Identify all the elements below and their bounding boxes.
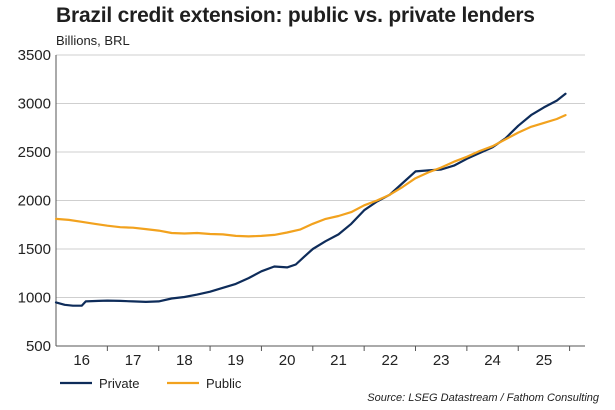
x-tick-label: 25	[536, 352, 553, 369]
y-tick-label: 2000	[18, 193, 51, 210]
axes	[55, 55, 585, 351]
series-line-private	[54, 92, 567, 307]
x-tick-label: 18	[176, 352, 193, 369]
x-tick-label: 21	[330, 352, 347, 369]
y-tick-label: 3500	[18, 47, 51, 64]
chart-subtitle: Billions, BRL	[56, 33, 130, 48]
series-line-public	[54, 114, 567, 238]
x-tick-label: 20	[279, 352, 296, 369]
chart-title: Brazil credit extension: public vs. priv…	[56, 4, 535, 27]
legend-label-private: Private	[99, 376, 139, 391]
gridlines	[56, 54, 585, 298]
source-note: Source: LSEG Datastream / Fathom Consult…	[367, 392, 599, 404]
x-tick-label: 16	[73, 352, 90, 369]
y-tick-label: 3000	[18, 96, 51, 113]
series-lines	[54, 92, 567, 307]
x-tick-label: 24	[484, 352, 501, 369]
y-tick-label: 1500	[18, 241, 51, 258]
x-tick-label: 23	[433, 352, 450, 369]
y-tick-label: 2500	[18, 144, 51, 161]
x-axis-ticks: 16 17 18 19 20 21 22 23 24 25	[73, 352, 552, 369]
legend: Private Public	[60, 376, 242, 391]
legend-label-public: Public	[206, 376, 242, 391]
y-tick-label: 1000	[18, 290, 51, 307]
x-tick-label: 17	[125, 352, 142, 369]
x-tick-label: 19	[227, 352, 244, 369]
y-tick-label: 500	[26, 338, 51, 355]
y-axis-ticks: 500 1000 1500 2000 2500 3000 3500	[18, 47, 51, 355]
x-tick-label: 22	[381, 352, 398, 369]
